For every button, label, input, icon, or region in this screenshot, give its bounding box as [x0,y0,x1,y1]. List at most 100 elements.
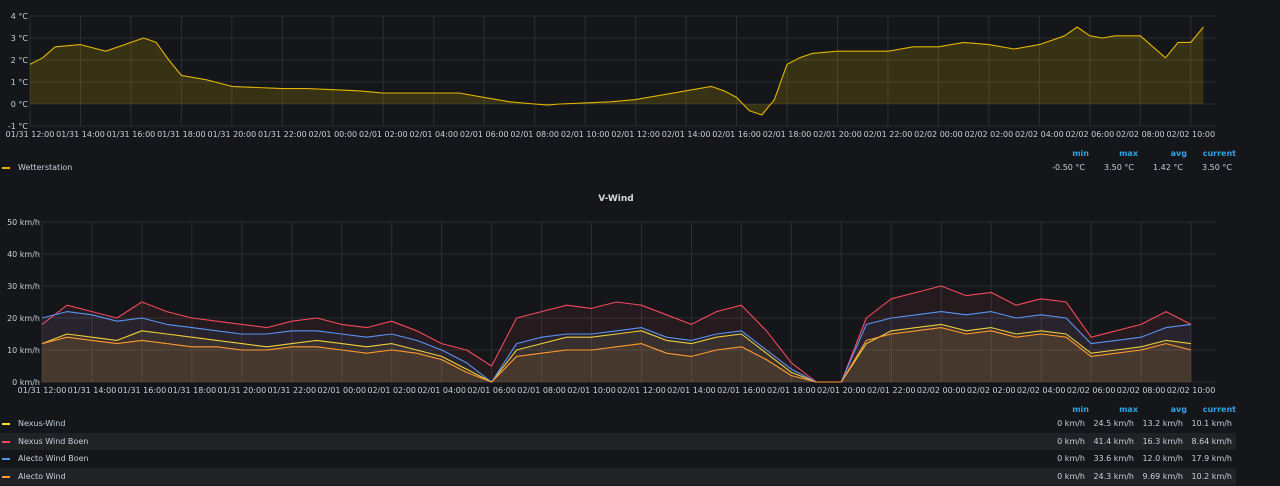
x-tick-label: 02/02 00:00 [917,386,966,395]
legend-header-max[interactable]: max [1119,149,1138,158]
series-name[interactable]: Alecto Wind Boen [18,454,89,463]
legend-item-alecto-wind-boen[interactable]: Alecto Wind Boen 0 km/h 33.6 km/h 12.0 k… [0,450,1236,467]
legend-item-wetterstation[interactable]: Wetterstation -0.50 °C 3.50 °C 1.42 °C 3… [0,159,1236,176]
x-tick-label: 02/02 04:00 [1017,386,1066,395]
y-tick-label: 0 °C [11,100,29,109]
series-current: 8.64 km/h [1191,437,1232,446]
legend-header-avg[interactable]: avg [1170,149,1187,158]
series-avg: 9.69 km/h [1142,472,1183,481]
series-area-fill [42,286,1191,382]
series-line [41,323,1192,383]
wind-chart: 50 km/h 40 km/h 30 km/h 20 km/h 10 km/h 0 km/… [7,218,1216,395]
x-tick-label: 02/01 02:00 [367,386,416,395]
series-min: 0 km/h [1057,454,1085,463]
wind-y-ticks: 50 km/h 40 km/h 30 km/h 20 km/h 10 km/h 0 km/… [7,218,40,387]
x-tick-label: 02/01 10:00 [567,386,616,395]
legend-header-avg[interactable]: avg [1170,405,1187,414]
x-tick-label: 01/31 18:00 [157,130,206,139]
y-tick-label: 0 km/h [12,378,40,387]
x-tick-label: 02/02 08:00 [1116,130,1165,139]
x-tick-label: 01/31 16:00 [118,386,167,395]
series-max: 33.6 km/h [1093,454,1134,463]
x-tick-label: 02/01 14:00 [667,386,716,395]
series-max: 3.50 °C [1104,163,1134,172]
x-tick-label: 02/02 08:00 [1117,386,1166,395]
x-tick-label: 01/31 14:00 [68,386,117,395]
series-color-swatch [2,475,10,478]
series-line [29,26,1204,116]
series-area-fill [30,27,1204,115]
x-tick-label: 02/02 10:00 [1166,130,1215,139]
x-tick-label: 02/02 00:00 [914,130,963,139]
x-tick-label: 02/01 12:00 [617,386,666,395]
series-name[interactable]: Nexus-Wind [18,419,66,428]
series-min: 0 km/h [1057,437,1085,446]
series-color-swatch [2,422,10,425]
y-tick-label: 3 °C [11,34,29,43]
legend-header-current[interactable]: current [1202,405,1236,414]
temperature-chart: 4 °C3 °C2 °C1 °C0 °C-1 °C 01/31 12:00 01/… [6,12,1216,139]
legend-header-min[interactable]: min [1072,405,1089,414]
x-tick-label: 02/02 10:00 [1167,386,1216,395]
wind-x-ticks: 01/31 12:00 01/31 14:00 01/31 16:00 01/31 1… [18,386,1216,395]
legend-item-alecto-wind[interactable]: Alecto Wind 0 km/h 24.3 km/h 9.69 km/h 1… [0,468,1236,485]
series-min: -0.50 °C [1052,163,1085,172]
wind-legend: min max avg current Nexus-Wind 0 km/h 24… [0,402,1240,486]
series-avg: 12.0 km/h [1142,454,1183,463]
series-current: 3.50 °C [1202,163,1232,172]
series-area-fill [42,327,1191,382]
wind-legend-header: min max avg current [1040,405,1236,414]
series-max: 24.3 km/h [1093,472,1134,481]
x-tick-label: 02/02 02:00 [967,386,1016,395]
x-tick-label: 02/01 00:00 [308,130,357,139]
series-avg: 13.2 km/h [1142,419,1183,428]
x-tick-label: 02/01 22:00 [864,130,913,139]
x-tick-label: 01/31 20:00 [208,130,257,139]
y-tick-label: 20 km/h [7,314,40,323]
series-area-fill [42,324,1191,382]
y-tick-label: 4 °C [11,12,29,21]
series-name[interactable]: Wetterstation [18,163,73,172]
series-min: 0 km/h [1057,419,1085,428]
x-tick-label: 01/31 16:00 [107,130,156,139]
y-tick-label: 1 °C [11,78,29,87]
series-name[interactable]: Alecto Wind [18,472,66,481]
wind-panel-title: V-Wind [598,194,634,204]
wind-lines [41,285,1192,383]
series-name[interactable]: Nexus Wind Boen [18,437,89,446]
series-line [41,327,1192,383]
series-current: 10.2 km/h [1191,472,1232,481]
temperature-legend: min max avg current Wetterstation -0.50 … [0,146,1240,176]
temperature-grid [29,15,1216,127]
x-tick-label: 02/01 18:00 [763,130,812,139]
x-tick-label: 01/31 22:00 [267,386,316,395]
x-tick-label: 02/01 04:00 [417,386,466,395]
legend-item-nexus-wind[interactable]: Nexus-Wind 0 km/h 24.5 km/h 13.2 km/h 10… [0,415,1236,432]
series-color-swatch [2,440,10,443]
x-tick-label: 01/31 22:00 [258,130,307,139]
x-tick-label: 02/01 08:00 [510,130,559,139]
x-tick-label: 02/01 02:00 [359,130,408,139]
x-tick-label: 02/02 06:00 [1067,386,1116,395]
x-tick-label: 02/02 06:00 [1066,130,1115,139]
y-tick-label: 2 °C [11,56,29,65]
series-current: 17.9 km/h [1191,454,1232,463]
y-tick-label: 40 km/h [7,250,40,259]
legend-header-current[interactable]: current [1202,149,1236,158]
x-tick-label: 02/01 16:00 [712,130,761,139]
legend-header-min[interactable]: min [1072,149,1089,158]
series-current: 10.1 km/h [1191,419,1232,428]
series-color-swatch [2,457,10,460]
series-line [41,285,1192,383]
y-tick-label: 30 km/h [7,282,40,291]
x-tick-label: 02/01 14:00 [662,130,711,139]
legend-header-max[interactable]: max [1119,405,1138,414]
series-max: 24.5 km/h [1093,419,1134,428]
temperature-x-ticks: 01/31 12:00 01/31 14:00 01/31 16:00 01/31 1… [6,130,1215,139]
x-tick-label: 02/02 04:00 [1015,130,1064,139]
temperature-legend-header: min max avg current [1040,149,1236,158]
series-min: 0 km/h [1057,472,1085,481]
x-tick-label: 02/01 04:00 [409,130,458,139]
legend-item-nexus-wind-boen[interactable]: Nexus Wind Boen 0 km/h 41.4 km/h 16.3 km… [0,433,1236,450]
x-tick-label: 02/02 02:00 [965,130,1014,139]
